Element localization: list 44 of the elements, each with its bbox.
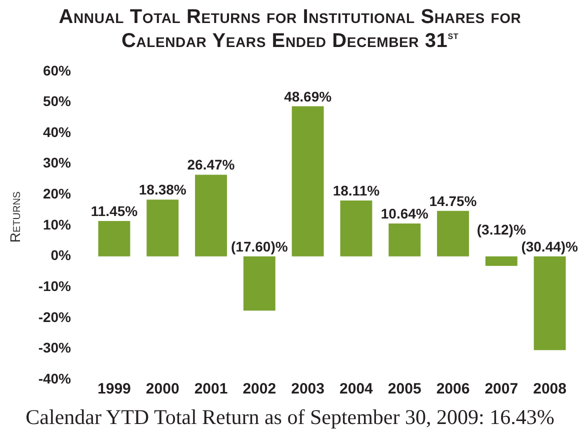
x-tick-label: 2000 (146, 380, 180, 398)
bar (243, 256, 276, 311)
x-tick-label: 2002 (242, 380, 276, 398)
data-label: 48.69% (284, 88, 332, 104)
bar (534, 256, 566, 350)
y-tick-label: 50% (42, 93, 72, 110)
bar (146, 200, 179, 256)
y-tick-label: 60% (42, 62, 72, 78)
y-tick-label: -20% (38, 308, 72, 325)
y-tick-label: -40% (38, 370, 72, 386)
x-tick-label: 2007 (484, 380, 518, 398)
data-label: 14.75% (429, 192, 478, 209)
x-tick-label: 2001 (194, 380, 228, 398)
text: Calendar YTD Total Return as of September 30, 2009: 16.43% (24, 404, 556, 430)
data-label: (3.12)% (476, 221, 526, 238)
bar (485, 256, 518, 266)
data-label: 11.45% (90, 203, 138, 220)
bar (98, 221, 130, 256)
x-tick-label: 2003 (291, 380, 324, 398)
data-label: 18.38% (138, 182, 187, 198)
data-label: 10.64% (380, 206, 429, 222)
data-label: (30.44)% (521, 238, 579, 254)
chart-title: Annual Total Returns for Institutional Shares for Calendar Years Ended December 31$^{st}$ (58, 5, 522, 53)
y-tick-label: -10% (38, 278, 72, 294)
y-tick-label: 40% (42, 124, 72, 140)
x-tick-label: 2004 (340, 380, 374, 398)
y-tick-label: 30% (42, 154, 72, 171)
bar (292, 106, 324, 256)
x-tick-label: 2005 (388, 380, 422, 398)
x-tick-label: 2006 (436, 380, 470, 398)
x-tick-label: 1999 (98, 380, 131, 398)
y-axis-title: Returns (7, 191, 23, 243)
bar (437, 210, 469, 256)
bar (340, 200, 372, 256)
y-tick-label: 20% (42, 186, 72, 202)
bar (195, 174, 227, 256)
data-label: 26.47% (187, 156, 236, 173)
x-tick-label: 2008 (533, 380, 566, 398)
y-tick-label: 10% (42, 216, 72, 232)
data-label: (17.60)% (230, 238, 288, 254)
data-label: 18.11% (332, 182, 380, 199)
bar (388, 224, 421, 256)
y-tick-label: -30% (38, 340, 72, 356)
y-tick-label: 0% (50, 247, 72, 264)
